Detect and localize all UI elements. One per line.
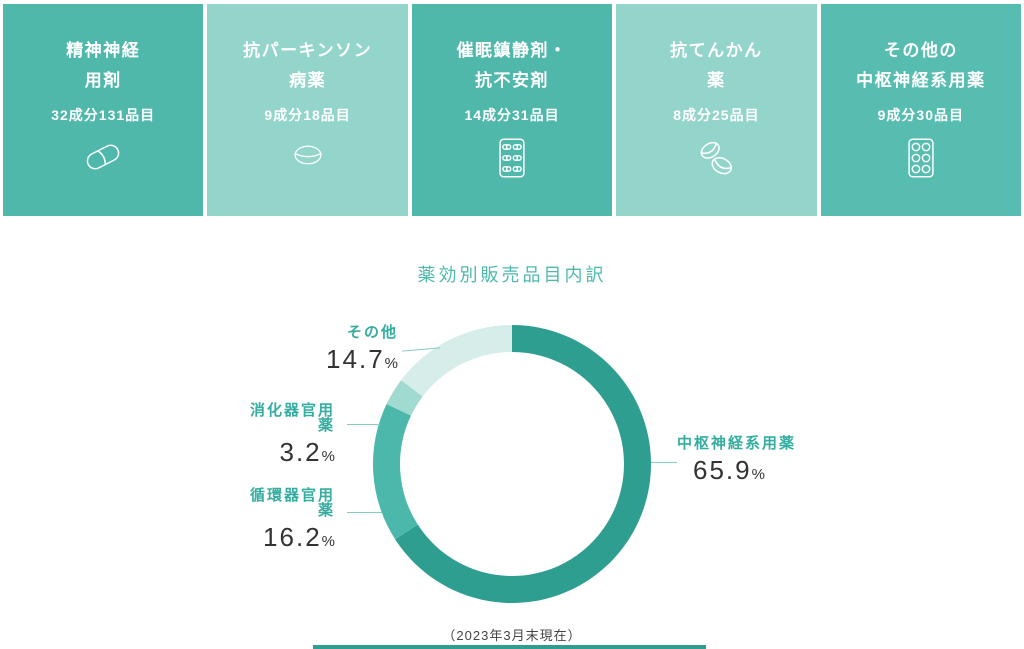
segment-name: その他	[346, 324, 398, 341]
segment-label-other: その他 14.7%	[306, 325, 398, 372]
bottom-accent-bar	[313, 645, 706, 649]
segment-name: 中枢神経系用薬	[677, 435, 797, 452]
card-antiepileptic: 抗てんかん 薬 8成分25品目	[616, 4, 817, 216]
card-title-line2: 抗不安剤	[475, 71, 550, 90]
card-title-line2: 病薬	[289, 71, 327, 90]
segment-name: 循環器官用薬	[249, 487, 335, 519]
donut-chart-wrap	[357, 309, 667, 619]
two-pills-icon	[693, 135, 739, 186]
segment-value: 3.2%	[279, 437, 336, 467]
card-count: 8成分25品目	[673, 107, 760, 123]
card-count: 9成分18品目	[264, 107, 351, 123]
card-count: 32成分131品目	[51, 107, 156, 123]
chart-footnote: （2023年3月末現在）	[442, 628, 582, 643]
card-title-line2: 用剤	[84, 71, 122, 90]
segment-value: 14.7%	[326, 344, 398, 374]
card-title-line1: 抗パーキンソン	[243, 41, 373, 60]
card-antiparkinson: 抗パーキンソン 病薬 9成分18品目	[207, 4, 408, 216]
segment-value: 16.2%	[263, 522, 335, 552]
segment-label-digestive: 消化器官用薬 3.2%	[243, 403, 335, 465]
segment-name: 消化器官用薬	[249, 402, 335, 434]
card-title-line2: 中枢神経系用薬	[856, 71, 986, 90]
card-psychotropic: 精神神経 用剤 32成分131品目	[3, 4, 204, 216]
drug-category-cards: 精神神経 用剤 32成分131品目 抗パーキンソン 病薬 9成分18品目 催眠鎮…	[3, 4, 1022, 216]
tablet-icon	[286, 135, 330, 180]
card-title-line1: 抗てんかん	[670, 41, 763, 60]
leader-line-cns	[651, 462, 677, 463]
segment-value: 65.9%	[693, 455, 765, 485]
leader-line-circulatory	[347, 512, 382, 513]
blister-capsules-icon	[490, 135, 534, 186]
card-title-line2: 薬	[707, 71, 726, 90]
donut-segment	[372, 404, 418, 540]
donut-chart	[372, 325, 651, 603]
leader-line-digestive	[347, 424, 380, 425]
chart-title: 薬効別販売品目内訳	[417, 265, 607, 285]
card-other-cns: その他の 中枢神経系用薬 9成分30品目	[820, 4, 1022, 216]
card-hypnotic-sedative: 催眠鎮静剤・ 抗不安剤 14成分31品目	[411, 4, 613, 216]
segment-label-cns: 中枢神経系用薬 65.9%	[677, 436, 796, 483]
capsule-icon	[80, 135, 126, 184]
card-title-line1: 精神神経	[66, 41, 141, 60]
card-title-line1: 催眠鎮静剤・	[456, 41, 568, 60]
card-count: 14成分31品目	[464, 107, 560, 123]
donut-segment	[386, 380, 423, 416]
card-title-line1: その他の	[883, 41, 958, 60]
blister-round-icon	[899, 135, 943, 186]
segment-label-circulatory: 循環器官用薬 16.2%	[243, 488, 335, 550]
donut-segment	[401, 325, 512, 397]
card-count: 9成分30品目	[877, 107, 964, 123]
